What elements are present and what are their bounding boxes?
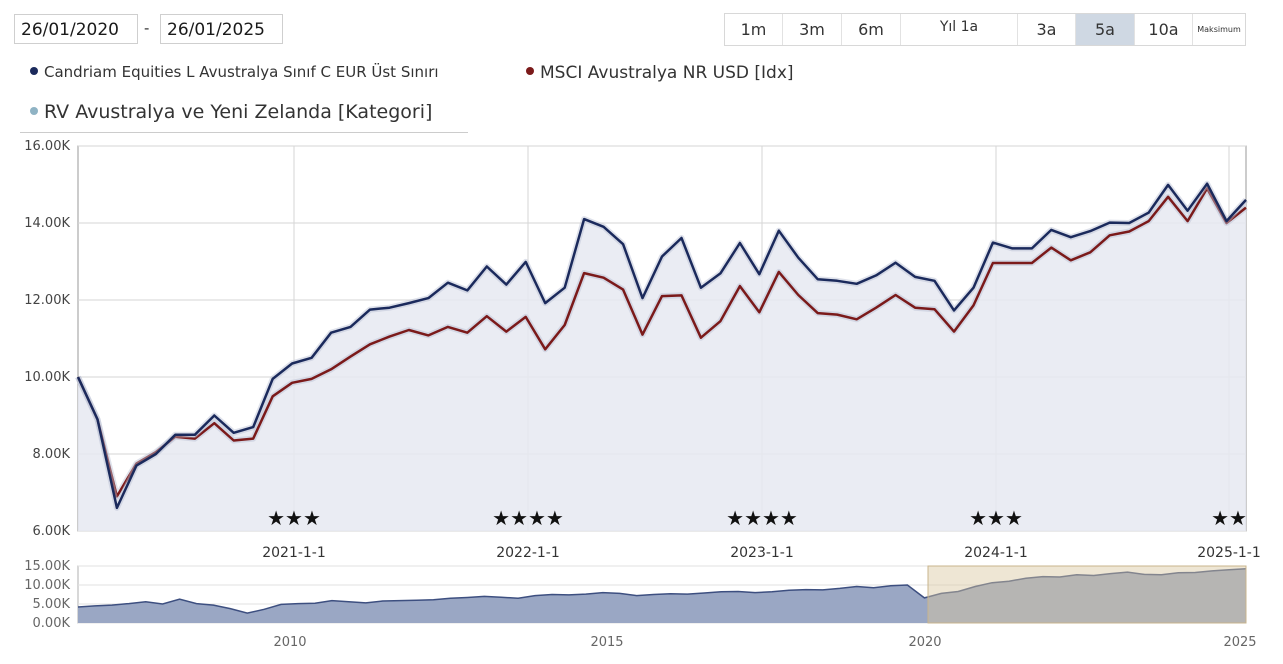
rating-stars: ★★★★ (492, 506, 564, 530)
range-button-10y[interactable]: 10a (1135, 14, 1193, 45)
x-tick-label: 2023-1-1 (730, 545, 794, 561)
x-tick-label: 2025-1-1 (1197, 545, 1261, 561)
series-line-fund (76, 182, 1247, 510)
navigator-x-tick-label: 2020 (908, 635, 941, 650)
series-line-index (76, 187, 1247, 498)
rating-stars: ★★ (1211, 506, 1247, 530)
x-tick-label: 2024-1-1 (964, 545, 1028, 561)
legend-dot-index (526, 67, 534, 75)
legend-item-index[interactable]: MSCI Avustralya NR USD [Idx] (526, 63, 794, 83)
date-separator: - (144, 20, 150, 37)
x-tick-label: 2022-1-1 (496, 545, 560, 561)
range-button-3y[interactable]: 3a (1018, 14, 1076, 45)
navigator-x-tick-label: 2010 (273, 635, 306, 650)
rating-stars: ★★★ (267, 506, 321, 530)
y-tick-label: 16.00K (24, 139, 70, 154)
legend-dot-category (30, 106, 38, 115)
legend-item-fund[interactable]: Candriam Equities L Avustralya Sınıf C E… (30, 63, 439, 81)
legend-label-category: RV Avustralya ve Yeni Zelanda [Kategori] (44, 101, 433, 123)
y-tick-label: 6.00K (33, 524, 71, 539)
range-button-1y[interactable]: Yıl 1a (901, 14, 1018, 45)
navigator-y-tick-label: 10.00K (24, 578, 70, 593)
rating-stars: ★★★ (969, 506, 1023, 530)
navigator-x-tick-label: 2025 (1223, 635, 1256, 650)
navigator-y-tick-label: 5.00K (33, 597, 71, 612)
date-to-input[interactable]: 26/01/2025 (160, 14, 283, 44)
y-tick-label: 12.00K (24, 293, 70, 308)
navigator-y-tick-label: 0.00K (33, 616, 71, 631)
legend-label-index: MSCI Avustralya NR USD [Idx] (540, 63, 794, 83)
navigator-y-tick-label: 15.00K (24, 559, 70, 574)
y-tick-label: 14.00K (24, 216, 70, 231)
series-area-fill (78, 183, 1246, 531)
x-tick-label: 2021-1-1 (262, 545, 326, 561)
range-button-6m[interactable]: 6m (842, 14, 901, 45)
date-from-input[interactable]: 26/01/2020 (14, 14, 138, 44)
range-button-3m[interactable]: 3m (783, 14, 842, 45)
rating-stars: ★★★★ (726, 506, 798, 530)
legend-item-category[interactable]: RV Avustralya ve Yeni Zelanda [Kategori] (30, 101, 432, 123)
y-tick-label: 8.00K (33, 447, 71, 462)
navigator-area (78, 568, 1246, 623)
navigator-selection (927, 565, 1247, 624)
range-button-5y[interactable]: 5a (1076, 14, 1135, 45)
navigator-line (77, 567, 1247, 614)
range-button-max[interactable]: Maksimum (1197, 25, 1241, 34)
legend-label-fund: Candriam Equities L Avustralya Sınıf C E… (44, 63, 439, 81)
legend-divider (20, 132, 468, 133)
range-button-1m[interactable]: 1m (725, 14, 783, 45)
y-tick-label: 10.00K (24, 370, 70, 385)
navigator-x-tick-label: 2015 (590, 635, 623, 650)
range-selector: 1m 3m 6m Yıl 1a 3a 5a 10a Maksimum (724, 13, 1246, 46)
legend-dot-fund (30, 66, 38, 75)
